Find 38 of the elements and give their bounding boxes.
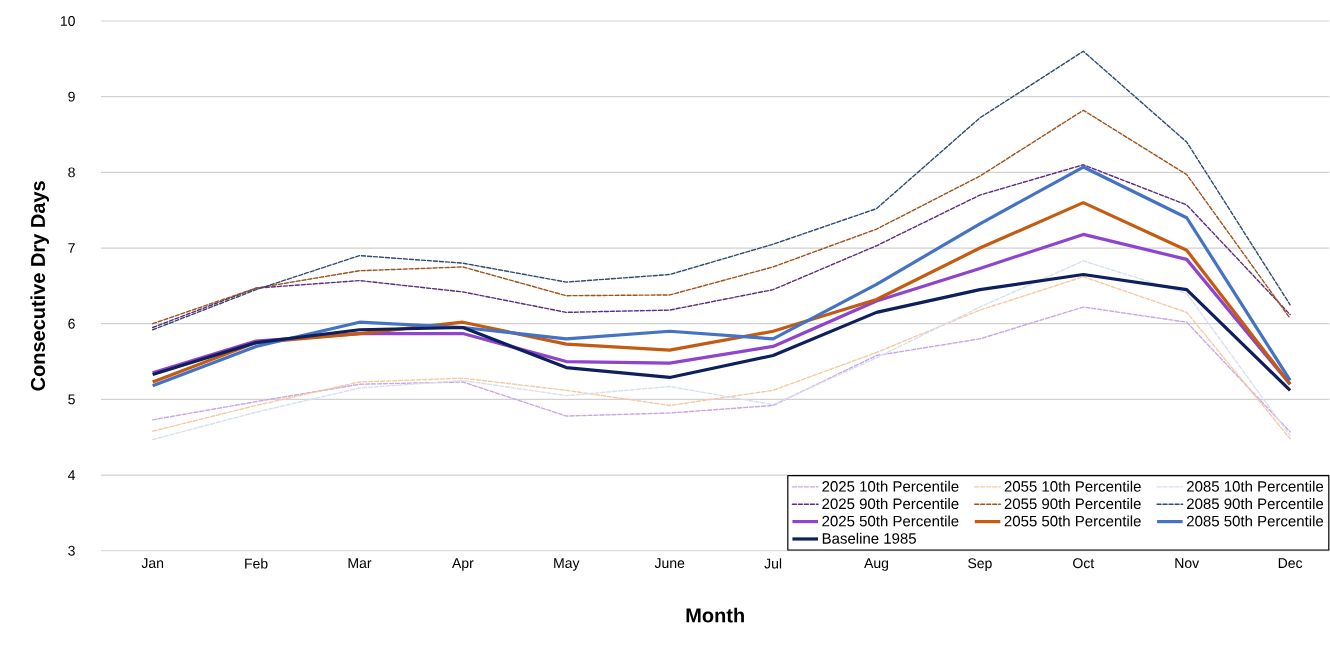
legend-label: 2055 50th Percentile — [1004, 515, 1141, 527]
y-tick-label: 5 — [68, 394, 75, 405]
legend-label: 2025 50th Percentile — [822, 515, 959, 527]
x-tick-label: Nov — [1175, 558, 1200, 569]
x-tick-label: Jan — [141, 558, 164, 569]
legend-label: 2025 90th Percentile — [822, 498, 959, 510]
x-tick-label: May — [554, 558, 580, 571]
legend-label: 2085 10th Percentile — [1187, 480, 1324, 492]
x-tick-label: Aug — [864, 558, 889, 571]
y-tick-label: 6 — [68, 318, 75, 329]
legend-label: 2085 90th Percentile — [1187, 498, 1324, 510]
line-series — [151, 109, 1291, 325]
y-tick-label: 8 — [68, 167, 75, 178]
x-tick-label: Dec — [1278, 558, 1303, 569]
x-tick-label: Sep — [968, 558, 992, 572]
y-tick-label: 10 — [60, 16, 75, 27]
legend-label: 2085 50th Percentile — [1187, 515, 1324, 527]
legend-label: Baseline 1985 — [822, 532, 916, 544]
line-series — [151, 164, 1291, 329]
line-series — [151, 306, 1291, 433]
x-axis-title: Month — [686, 607, 744, 623]
x-tick-label: Apr — [452, 558, 474, 571]
legend-label: 2055 10th Percentile — [1004, 480, 1141, 492]
x-tick-label: Oct — [1073, 558, 1095, 569]
x-tick-label: Feb — [245, 558, 268, 569]
x-tick-label: Mar — [348, 558, 372, 569]
line-series — [151, 50, 1291, 331]
legend-label: 2055 90th Percentile — [1004, 498, 1141, 510]
line-series — [151, 165, 1292, 388]
x-tick-label: Jul — [764, 558, 782, 569]
y-tick-label: 3 — [68, 545, 75, 556]
line-series — [151, 273, 1292, 393]
y-tick-label: 4 — [67, 470, 76, 481]
y-tick-label: 9 — [68, 91, 75, 102]
x-tick-label: June — [654, 558, 685, 569]
legend-label: 2025 10th Percentile — [822, 480, 959, 492]
y-tick-label: 7 — [68, 243, 75, 253]
y-axis-title: Consecutive Dry Days — [30, 181, 50, 391]
